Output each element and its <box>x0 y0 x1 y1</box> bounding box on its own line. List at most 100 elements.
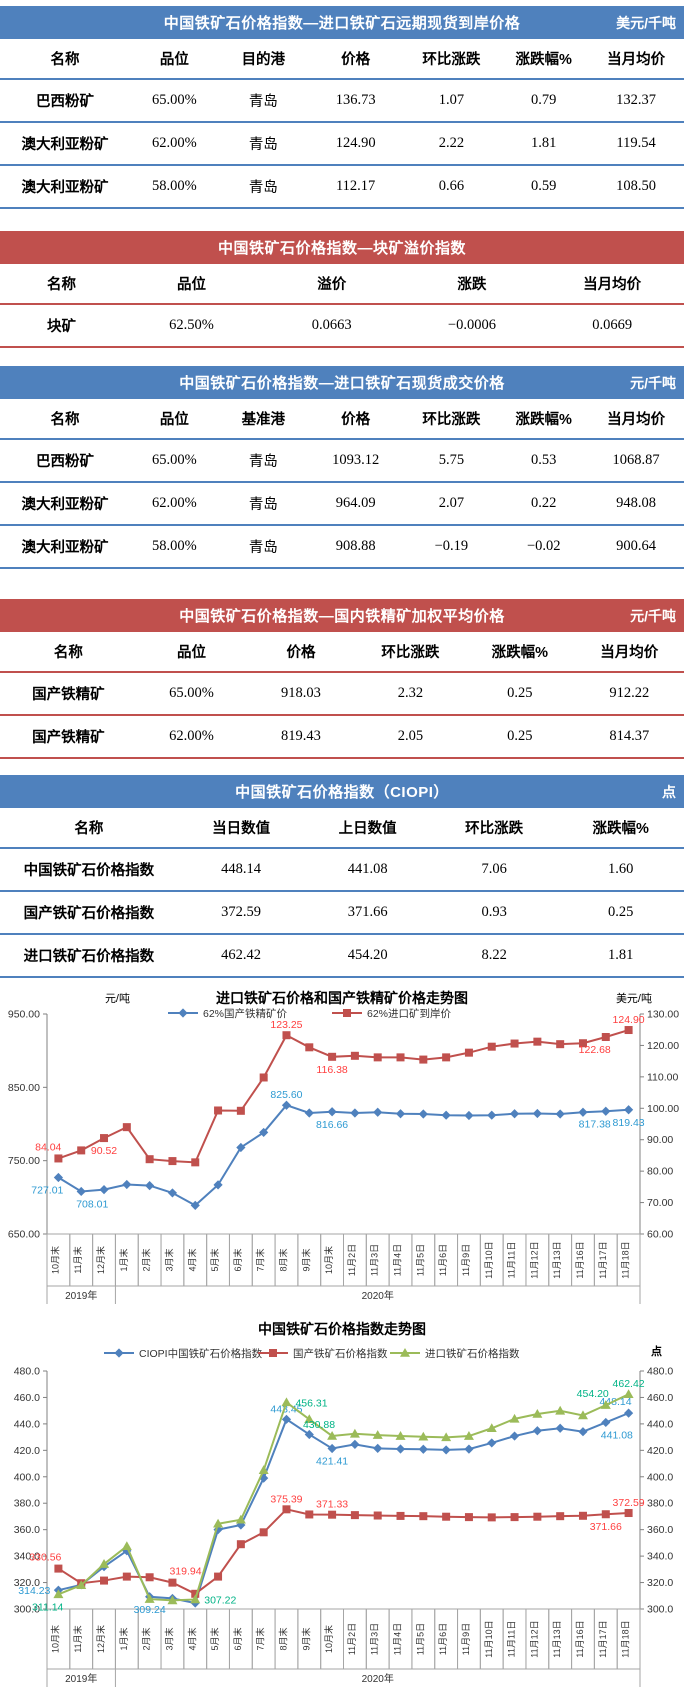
left-tick-label: 950.00 <box>8 1009 40 1021</box>
category-label: 11月17日 <box>598 1241 608 1278</box>
category-label: 2月末 <box>141 1248 152 1271</box>
diamond-marker <box>327 1107 337 1117</box>
table-title: 中国铁矿石价格指数—块矿溢价指数 <box>217 240 466 257</box>
category-label: 10月末 <box>49 1625 60 1653</box>
data-label: 84.04 <box>35 1141 61 1153</box>
value-cell: 2.05 <box>355 715 466 759</box>
square-marker <box>282 1505 291 1514</box>
table-unit: 元/千吨 <box>630 374 676 391</box>
price-table-domestic-concentrate: 中国铁矿石价格指数—国内铁精矿加权平均价格 元/千吨 名称 品位 价格 环比涨跌 涨跌幅% 当… <box>0 599 684 759</box>
triangle-marker <box>463 1431 474 1440</box>
square-marker <box>578 1039 587 1048</box>
left-tick-label: 400.0 <box>14 1471 40 1483</box>
category-label: 11月2日 <box>347 1623 357 1655</box>
category-label: 6月末 <box>232 1627 243 1650</box>
table-title-bar: 中国铁矿石价格指数—进口铁矿石远期现货到岸价格 美元/千吨 <box>0 6 684 39</box>
square-marker <box>145 1155 154 1164</box>
category-label: 11月13日 <box>552 1241 562 1278</box>
square-marker <box>533 1037 542 1046</box>
iron-ore-price-report: 中国铁矿石价格指数—进口铁矿石远期现货到岸价格 美元/千吨 名称 品位 目的港 价格 环比涨… <box>0 6 684 1696</box>
header-row: 名称 品位 价格 环比涨跌 涨跌幅% 当月均价 <box>0 632 684 673</box>
triangle-marker <box>121 1541 132 1550</box>
diamond-marker <box>555 1423 565 1433</box>
category-label: 4月末 <box>186 1248 197 1271</box>
value-cell: 58.00% <box>129 165 219 209</box>
triangle-marker <box>235 1514 246 1524</box>
diamond-marker <box>418 1444 428 1454</box>
column-header: 环比涨跌 <box>430 808 558 849</box>
header-row: 名称 品位 基准港 价格 环比涨跌 涨跌幅% 当月均价 <box>0 399 684 440</box>
diamond-marker <box>304 1429 314 1440</box>
square-marker <box>396 1511 405 1520</box>
square-marker <box>442 1512 451 1521</box>
diamond-marker <box>395 1444 406 1454</box>
table-row: 国产铁矿石价格指数 372.59 371.66 0.93 0.25 <box>0 891 684 935</box>
value-cell: 7.06 <box>430 848 558 892</box>
triangle-marker <box>400 1348 410 1357</box>
data-label: 430.88 <box>303 1419 335 1431</box>
value-cell: 372.59 <box>177 891 305 935</box>
triangle-marker <box>600 1400 611 1409</box>
category-label: 11月3日 <box>370 1623 380 1655</box>
triangle-marker <box>372 1430 383 1439</box>
column-header: 名称 <box>0 39 130 80</box>
square-marker <box>214 1106 223 1115</box>
category-label: 11月12日 <box>529 1620 539 1657</box>
table-title: 中国铁矿石价格指数—进口铁矿石远期现货到岸价格 <box>163 15 521 32</box>
value-cell: 0.66 <box>403 165 500 209</box>
header-row: 名称 当日数值 上日数值 环比涨跌 涨跌幅% <box>0 808 684 849</box>
column-header: 价格 <box>307 39 404 80</box>
legend-label: CIOPI中国铁矿石价格指数 <box>139 1347 263 1360</box>
row-name-cell: 澳大利亚粉矿 <box>0 525 130 569</box>
data-table: 名称 品位 溢价 涨跌 当月均价 块矿 62.50% 0.0663 −0.0006 0.0669 <box>0 264 684 348</box>
square-marker <box>350 1511 359 1520</box>
diamond-marker <box>509 1431 520 1441</box>
triangle-marker <box>532 1408 543 1418</box>
column-header: 名称 <box>0 808 178 849</box>
square-marker <box>533 1512 542 1521</box>
right-tick-label: 90.00 <box>647 1134 673 1146</box>
legend-label: 62%国产铁精矿价 <box>203 1007 288 1020</box>
column-header: 当月均价 <box>588 399 684 440</box>
value-cell: 371.66 <box>304 891 431 935</box>
header-row: 名称 品位 目的港 价格 环比涨跌 涨跌幅% 当月均价 <box>0 39 684 80</box>
value-cell: 1068.87 <box>588 439 684 483</box>
row-name-cell: 澳大利亚粉矿 <box>0 482 130 526</box>
value-cell: 1093.12 <box>307 439 404 483</box>
column-header: 品位 <box>123 264 260 305</box>
row-name-cell: 澳大利亚粉矿 <box>0 122 130 166</box>
category-label: 4月末 <box>186 1627 197 1650</box>
diamond-marker <box>578 1427 588 1437</box>
category-axis: 10月末 11月末 12月末 1月末 2月末 3月末 4月末 5月末 6月末 7月末 8月末 9月末 1… <box>46 1608 641 1687</box>
data-label: 123.25 <box>270 1019 302 1031</box>
column-header: 涨跌幅% <box>499 399 589 440</box>
category-label: 11月11日 <box>507 1242 517 1279</box>
column-header: 环比涨跌 <box>403 39 500 80</box>
column-header: 环比涨跌 <box>403 399 500 440</box>
data-label: 816.66 <box>316 1119 348 1131</box>
category-label: 11月18日 <box>621 1241 631 1278</box>
diamond-marker <box>350 1439 360 1449</box>
row-name-cell: 进口铁矿石价格指数 <box>0 934 178 978</box>
value-cell: 119.54 <box>588 122 684 166</box>
column-header: 目的港 <box>218 39 308 80</box>
square-marker <box>214 1572 223 1581</box>
data-table: 名称 品位 基准港 价格 环比涨跌 涨跌幅% 当月均价 巴西粉矿 65.00% 青岛 1093.12… <box>0 399 684 569</box>
category-label: 9月末 <box>300 1627 311 1650</box>
diamond-marker <box>441 1445 451 1455</box>
value-cell: 58.00% <box>129 525 219 569</box>
triangle-marker <box>395 1431 406 1440</box>
diamond-marker <box>281 1414 292 1424</box>
triangle-marker <box>304 1414 315 1424</box>
diamond-marker <box>327 1443 337 1454</box>
category-label: 11月10日 <box>484 1620 494 1657</box>
square-marker <box>373 1053 382 1062</box>
value-cell: 964.09 <box>307 482 404 526</box>
data-label: 421.41 <box>316 1455 348 1467</box>
triangle-marker <box>213 1518 224 1528</box>
square-marker <box>100 1576 109 1585</box>
diamond-marker <box>487 1110 497 1120</box>
diamond-marker <box>487 1438 497 1448</box>
data-label: 825.60 <box>270 1089 302 1101</box>
square-marker <box>343 1009 351 1017</box>
